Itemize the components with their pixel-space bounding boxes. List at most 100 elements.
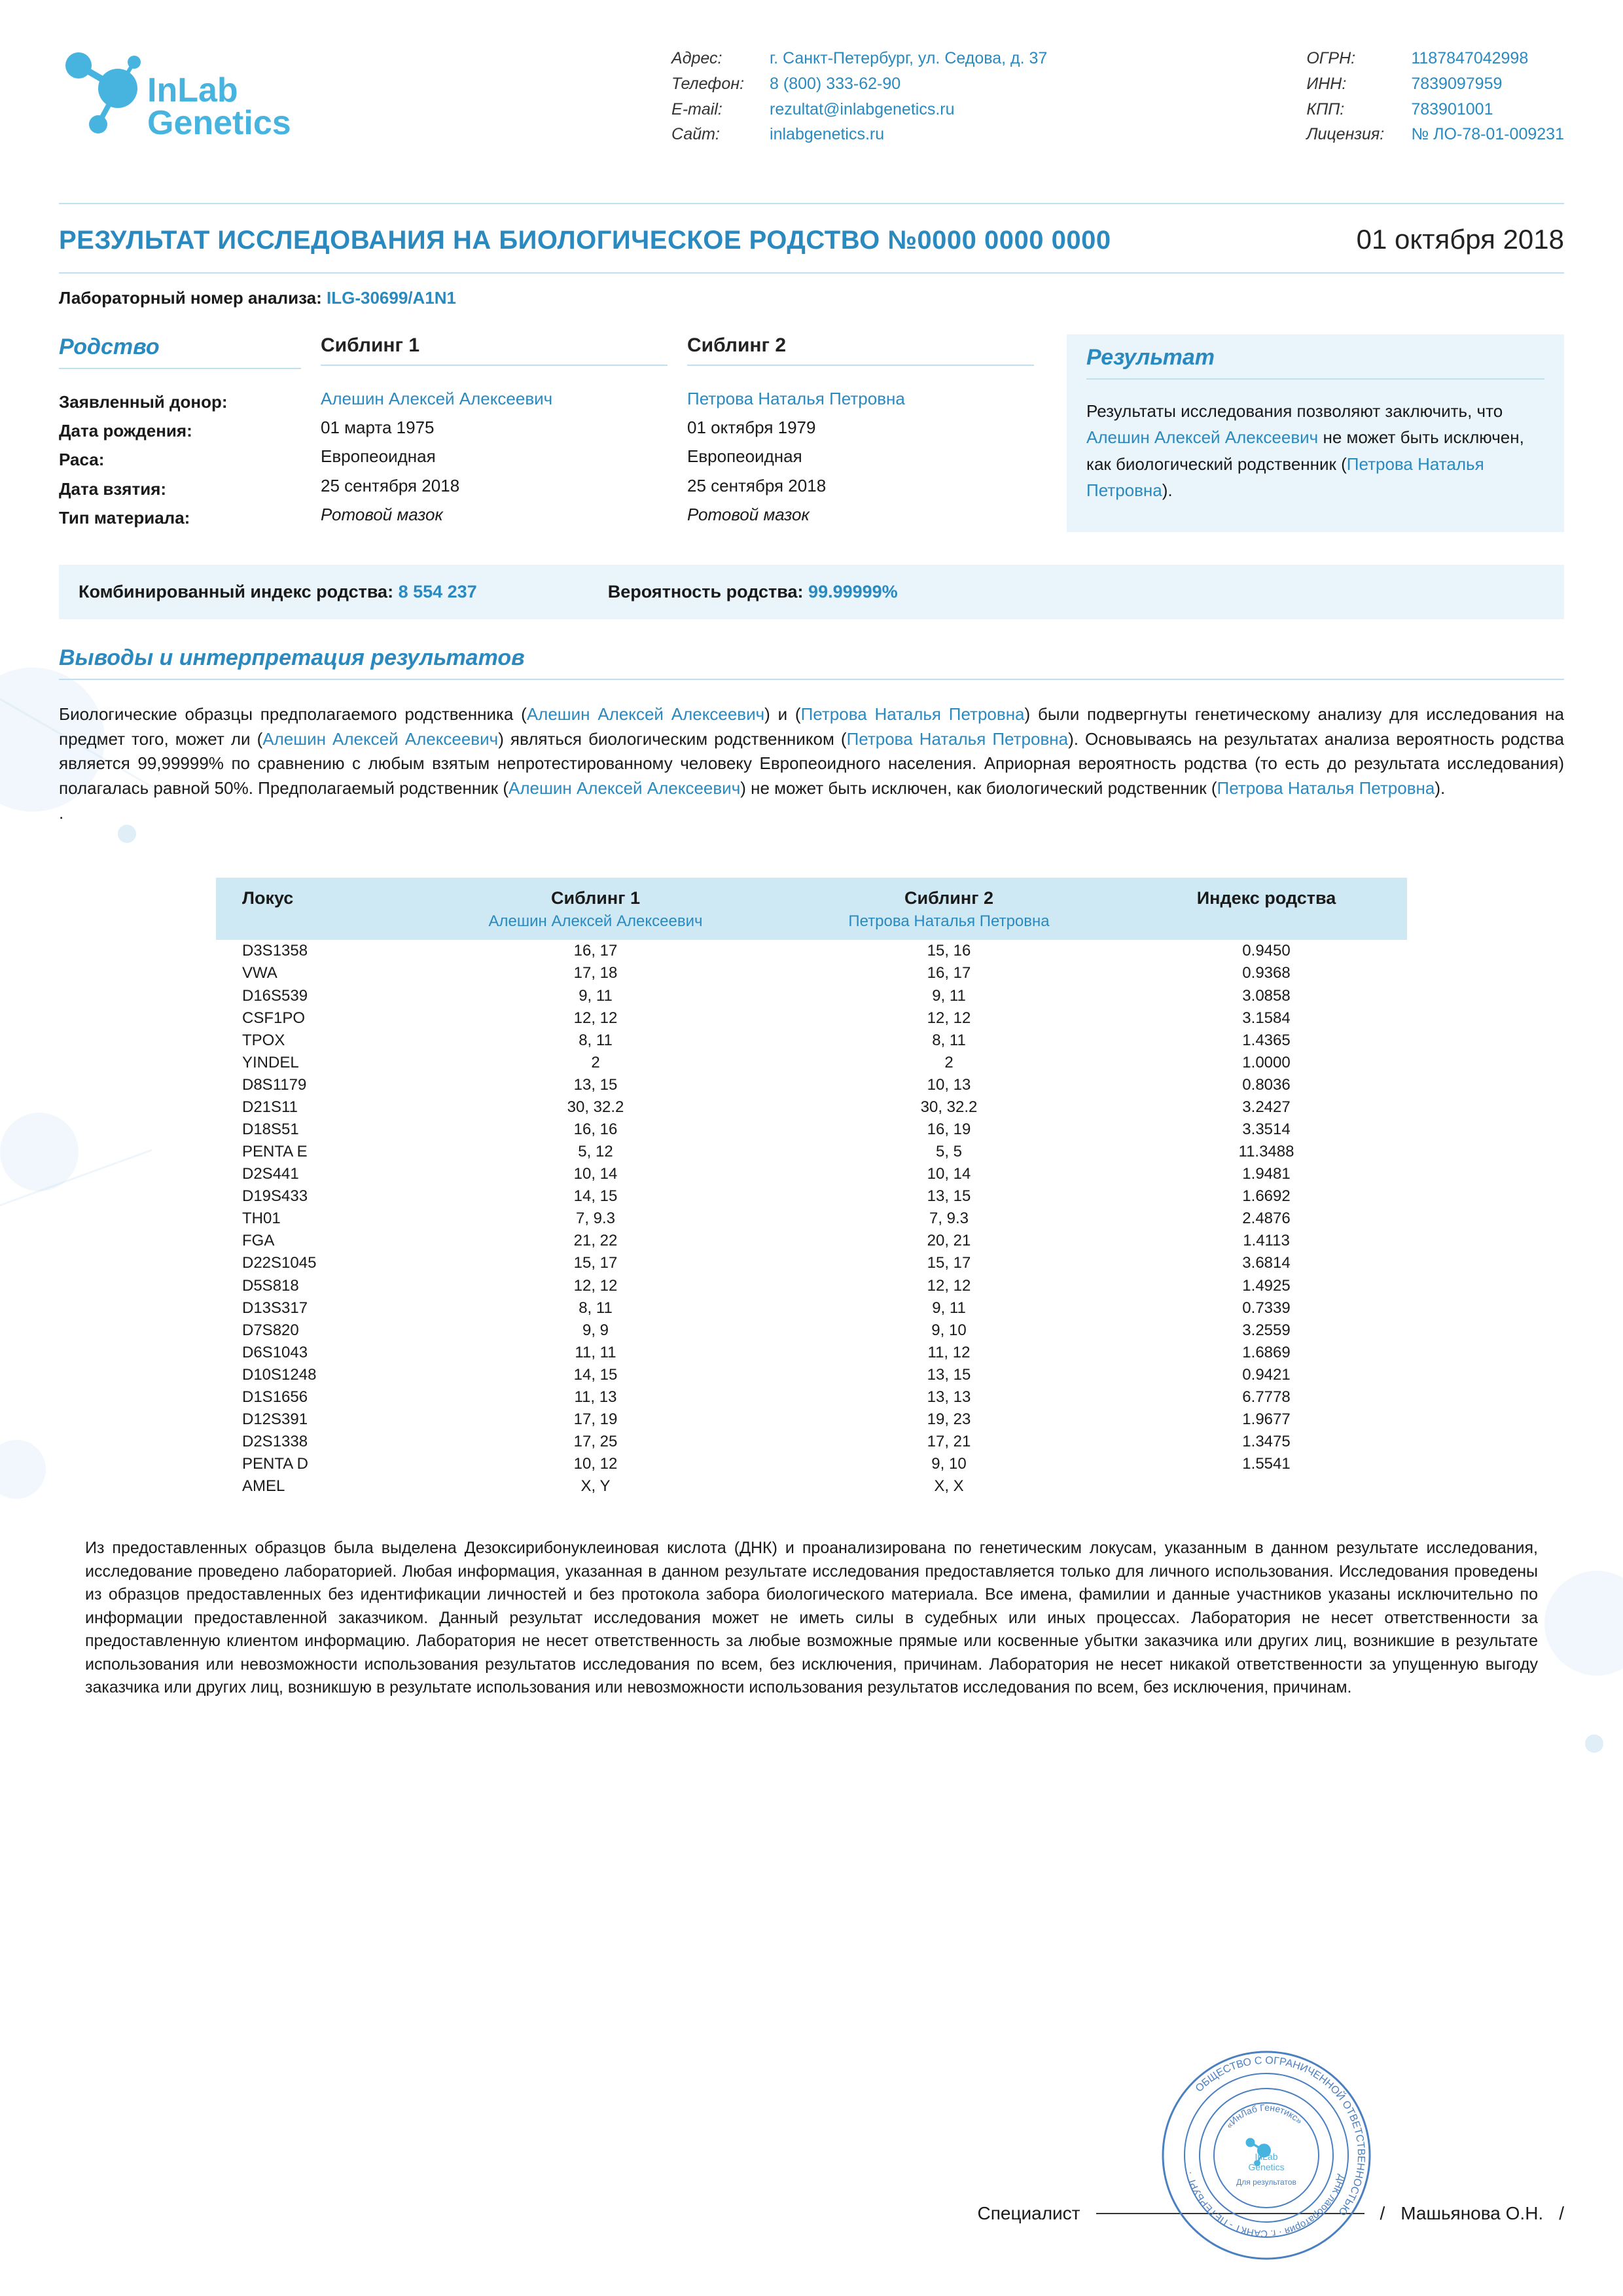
ogrn-value: 1187847042998 (1411, 46, 1528, 71)
cell-locus: PENTA E (216, 1141, 419, 1163)
cell-sib1: 30, 32.2 (419, 1096, 772, 1119)
cell-locus: D2S441 (216, 1163, 419, 1185)
legal-block: ОГРН:1187847042998 ИНН:7839097959 КПП:78… (1306, 46, 1564, 164)
report-title: РЕЗУЛЬТАТ ИССЛЕДОВАНИЯ НА БИОЛОГИЧЕСКОЕ … (59, 226, 1111, 255)
cell-sib2: 9, 10 (772, 1319, 1126, 1342)
cell-locus: D19S433 (216, 1185, 419, 1208)
svg-text:«ИнЛаб Генетикс»: «ИнЛаб Генетикс» (1224, 2102, 1305, 2130)
lab-number-row: Лабораторный номер анализа: ILG-30699/A1… (59, 288, 1564, 308)
cell-sib1: 12, 12 (419, 1275, 772, 1297)
slash: / (1559, 2203, 1564, 2224)
sib2-material: Ротовой мазок (687, 500, 1034, 529)
cell-sib2: 9, 11 (772, 985, 1126, 1007)
cell-sib1: 21, 22 (419, 1230, 772, 1252)
sib1-material: Ротовой мазок (321, 500, 668, 529)
signature-role: Специалист (977, 2203, 1080, 2224)
stamp-icon: ОБЩЕСТВО С ОГРАНИЧЕННОЙ ОТВЕТСТВЕННОСТЬЮ… (1158, 2047, 1374, 2263)
cell-sib2: 10, 13 (772, 1074, 1126, 1096)
dob-label: Дата рождения: (59, 416, 301, 445)
cell-sib2: 19, 23 (772, 1408, 1126, 1431)
cell-index: 0.9450 (1126, 940, 1407, 962)
ogrn-label: ОГРН: (1306, 46, 1411, 71)
cell-index: 0.9421 (1126, 1364, 1407, 1386)
table-row: PENTA D10, 129, 101.5541 (216, 1453, 1407, 1475)
cell-locus: CSF1PO (216, 1007, 419, 1030)
race-label: Раса: (59, 445, 301, 474)
cell-sib1: 15, 17 (419, 1252, 772, 1274)
cell-locus: D10S1248 (216, 1364, 419, 1386)
cell-index: 1.9677 (1126, 1408, 1407, 1431)
cell-locus: D2S1338 (216, 1431, 419, 1453)
inn-label: ИНН: (1306, 71, 1411, 97)
table-row: CSF1PO12, 1212, 123.1584 (216, 1007, 1407, 1030)
table-row: YINDEL221.0000 (216, 1052, 1407, 1074)
table-row: D22S104515, 1715, 173.6814 (216, 1252, 1407, 1274)
cell-locus: D18S51 (216, 1119, 419, 1141)
cell-sib1: 11, 11 (419, 1342, 772, 1364)
cell-locus: TH01 (216, 1208, 419, 1230)
table-row: D3S135816, 1715, 160.9450 (216, 940, 1407, 962)
site-value: inlabgenetics.ru (770, 122, 884, 147)
cell-index: 3.0858 (1126, 985, 1407, 1007)
sib1-race: Европеоидная (321, 442, 668, 471)
locus-table: Локус Сиблинг 1 Сиблинг 2 Индекс родства… (59, 878, 1564, 1498)
cell-index: 1.4113 (1126, 1230, 1407, 1252)
col-locus: Локус (216, 888, 419, 908)
cell-sib2: 16, 17 (772, 962, 1126, 984)
header: InLab Genetics Адрес:г. Санкт-Петербург,… (59, 46, 1564, 164)
donor-label: Заявленный донор: (59, 387, 301, 416)
table-row: TPOX8, 118, 111.4365 (216, 1030, 1407, 1052)
cell-sib1: 13, 15 (419, 1074, 772, 1096)
cell-sib1: 16, 16 (419, 1119, 772, 1141)
cell-locus: D13S317 (216, 1297, 419, 1319)
cell-sib2: 15, 17 (772, 1252, 1126, 1274)
kpp-value: 783901001 (1411, 97, 1493, 122)
lab-number-value: ILG-30699/A1N1 (327, 288, 456, 308)
col-index: Индекс родства (1126, 888, 1407, 908)
cell-sib1: 11, 13 (419, 1386, 772, 1408)
cell-index: 0.9368 (1126, 962, 1407, 984)
cell-sib1: 14, 15 (419, 1364, 772, 1386)
taken-label: Дата взятия: (59, 475, 301, 503)
kinship-section: Родство Заявленный донор: Дата рождения:… (59, 334, 1564, 532)
locus-table-header: Локус Сиблинг 1 Сиблинг 2 Индекс родства (216, 878, 1407, 912)
inn-value: 7839097959 (1411, 71, 1502, 97)
cell-sib2: 5, 5 (772, 1141, 1126, 1163)
conclusions-body: Биологические образцы предполагаемого ро… (59, 702, 1564, 825)
cell-locus: D12S391 (216, 1408, 419, 1431)
sib1-name: Алешин Алексей Алексеевич (321, 384, 668, 413)
cell-sib2: 8, 11 (772, 1030, 1126, 1052)
result-text: Результаты исследования позволяют заключ… (1086, 398, 1544, 503)
title-bar: РЕЗУЛЬТАТ ИССЛЕДОВАНИЯ НА БИОЛОГИЧЕСКОЕ … (59, 203, 1564, 274)
cell-index: 0.8036 (1126, 1074, 1407, 1096)
cell-sib1: 8, 11 (419, 1030, 772, 1052)
cell-sib1: 10, 12 (419, 1453, 772, 1475)
cell-sib1: 14, 15 (419, 1185, 772, 1208)
table-row: D8S117913, 1510, 130.8036 (216, 1074, 1407, 1096)
cell-sib2: 20, 21 (772, 1230, 1126, 1252)
table-row: D10S124814, 1513, 150.9421 (216, 1364, 1407, 1386)
table-row: PENTA E5, 125, 511.3488 (216, 1141, 1407, 1163)
cell-sib2: 13, 13 (772, 1386, 1126, 1408)
cell-index: 1.4365 (1126, 1030, 1407, 1052)
cell-index: 3.3514 (1126, 1119, 1407, 1141)
signature-name: Машьянова О.Н. (1400, 2203, 1543, 2224)
cell-index: 3.2559 (1126, 1319, 1407, 1342)
kinship-heading: Родство (59, 334, 301, 369)
cell-index: 1.5541 (1126, 1453, 1407, 1475)
cell-locus: D7S820 (216, 1319, 419, 1342)
table-row: D5S81812, 1212, 121.4925 (216, 1275, 1407, 1297)
result-heading: Результат (1086, 334, 1544, 380)
table-row: VWA17, 1816, 170.9368 (216, 962, 1407, 984)
cell-index: 2.4876 (1126, 1208, 1407, 1230)
cell-index: 11.3488 (1126, 1141, 1407, 1163)
cell-sib2: 10, 14 (772, 1163, 1126, 1185)
slash: / (1380, 2203, 1385, 2224)
sub-sib1: Алешин Алексей Алексеевич (419, 912, 772, 931)
sib1-taken: 25 сентября 2018 (321, 471, 668, 500)
cell-sib1: 17, 25 (419, 1431, 772, 1453)
cell-locus: PENTA D (216, 1453, 419, 1475)
cell-sib2: 7, 9.3 (772, 1208, 1126, 1230)
cell-sib1: 9, 9 (419, 1319, 772, 1342)
sib2-race: Европеоидная (687, 442, 1034, 471)
